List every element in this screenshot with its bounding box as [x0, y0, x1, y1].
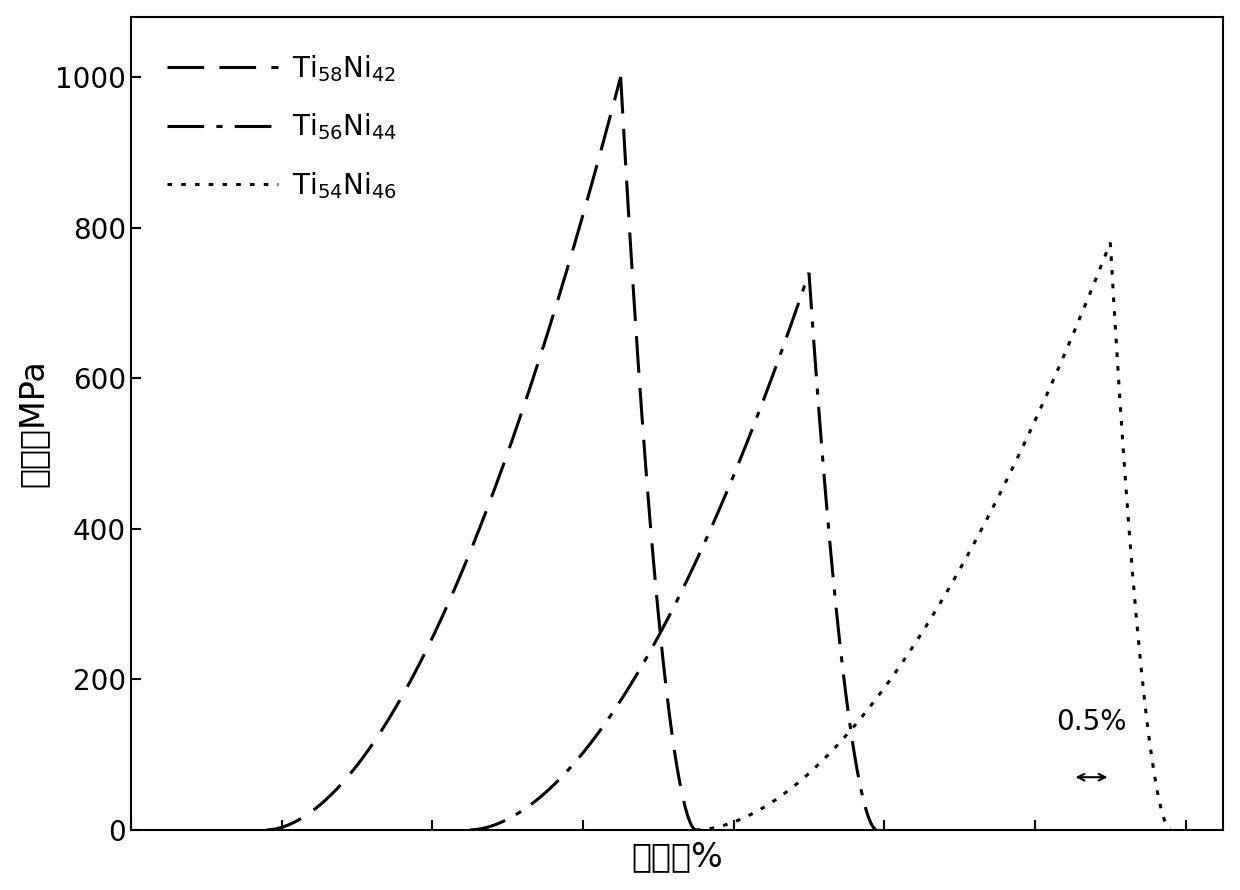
Ti$_{54}$Ni$_{46}$ — [952, 563, 967, 574]
X-axis label: 应变，%: 应变，% — [631, 840, 723, 873]
Ti$_{56}$Ni$_{44}$ — [668, 598, 683, 609]
Ti$_{56}$Ni$_{44}$ — [660, 615, 675, 626]
Ti$_{56}$Ni$_{44}$ — [463, 824, 477, 835]
Ti$_{54}$Ni$_{46}$ — [1045, 376, 1060, 386]
Ti$_{58}$Ni$_{42}$ — [280, 820, 295, 830]
Ti$_{54}$Ni$_{46}$ — [1102, 238, 1117, 248]
Line: Ti$_{58}$Ni$_{42}$: Ti$_{58}$Ni$_{42}$ — [267, 77, 621, 829]
Ti$_{54}$Ni$_{46}$ — [1003, 467, 1018, 478]
Legend: Ti$_{58}$Ni$_{42}$, Ti$_{56}$Ni$_{44}$, Ti$_{54}$Ni$_{46}$: Ti$_{58}$Ni$_{42}$, Ti$_{56}$Ni$_{44}$, … — [145, 30, 419, 223]
Ti$_{58}$Ni$_{42}$ — [485, 490, 500, 501]
Ti$_{58}$Ni$_{42}$ — [259, 824, 274, 835]
Ti$_{56}$Ni$_{44}$ — [678, 577, 693, 587]
Ti$_{58}$Ni$_{42}$ — [465, 541, 480, 552]
Ti$_{54}$Ni$_{46}$ — [929, 603, 944, 614]
Ti$_{58}$Ni$_{42}$ — [528, 367, 543, 377]
Ti$_{58}$Ni$_{42}$ — [474, 518, 489, 529]
Ti$_{58}$Ni$_{42}$ — [564, 249, 579, 260]
Ti$_{58}$Ni$_{42}$ — [614, 71, 629, 82]
Text: 0.5%: 0.5% — [1056, 708, 1127, 736]
Ti$_{56}$Ni$_{44}$ — [754, 399, 769, 409]
Ti$_{54}$Ni$_{46}$ — [940, 586, 955, 596]
Ti$_{56}$Ni$_{44}$ — [801, 267, 816, 278]
Ti$_{54}$Ni$_{46}$ — [688, 824, 703, 835]
Ti$_{56}$Ni$_{44}$ — [719, 486, 734, 497]
Line: Ti$_{54}$Ni$_{46}$: Ti$_{54}$Ni$_{46}$ — [696, 243, 1110, 829]
Ti$_{54}$Ni$_{46}$ — [714, 821, 729, 831]
Y-axis label: 应力，MPa: 应力，MPa — [16, 360, 50, 487]
Ti$_{56}$Ni$_{44}$ — [484, 821, 498, 831]
Line: Ti$_{56}$Ni$_{44}$: Ti$_{56}$Ni$_{44}$ — [470, 272, 808, 829]
